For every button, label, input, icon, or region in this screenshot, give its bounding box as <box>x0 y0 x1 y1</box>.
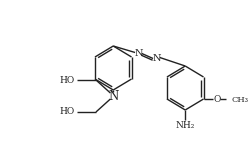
Text: N: N <box>108 90 118 102</box>
Text: NH₂: NH₂ <box>176 122 195 131</box>
Text: O: O <box>213 95 221 103</box>
Text: HO: HO <box>60 76 75 85</box>
Text: N: N <box>152 54 161 62</box>
Text: HO: HO <box>60 107 75 117</box>
Text: N: N <box>134 49 143 57</box>
Text: CH₃: CH₃ <box>231 96 248 104</box>
